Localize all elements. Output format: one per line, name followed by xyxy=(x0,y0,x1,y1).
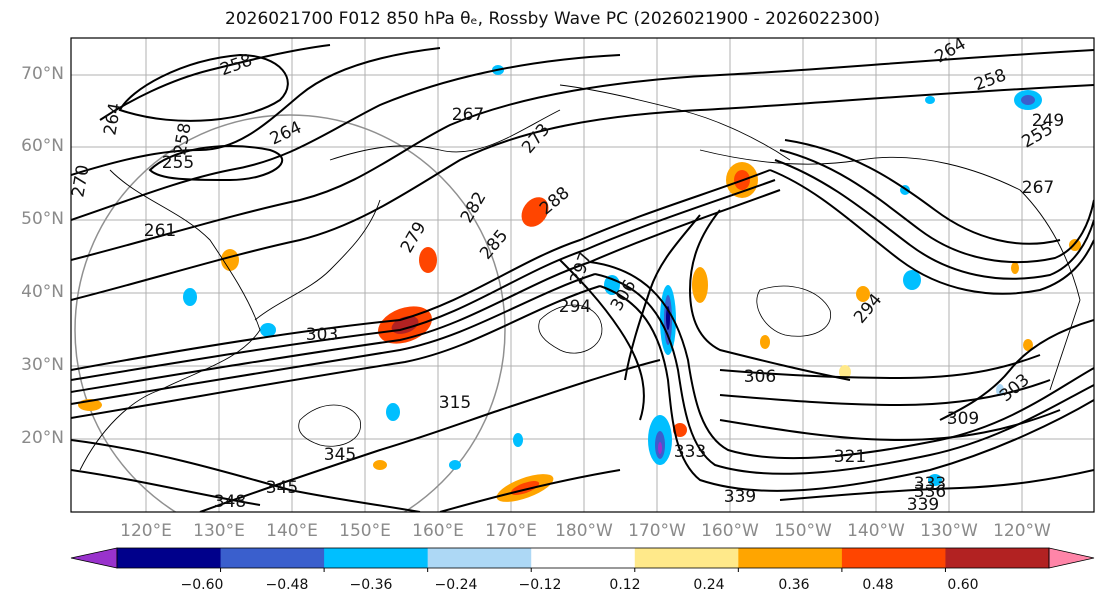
contour-label: 261 xyxy=(144,221,176,241)
theta-e-contours xyxy=(71,44,1094,512)
contour-label: 294 xyxy=(559,297,591,317)
contour-label: 315 xyxy=(439,393,471,413)
contour-label: 249 xyxy=(1032,111,1064,131)
lon-label: 130°E xyxy=(193,521,245,541)
lon-label: 120°E xyxy=(120,521,172,541)
contour-label: 336 xyxy=(914,482,946,502)
colorbar-border xyxy=(116,547,1050,569)
colorbar-tick: 0.48 xyxy=(862,577,894,593)
colorbar-swatch xyxy=(634,548,739,568)
lat-label: 60°N xyxy=(21,136,64,156)
contour-label: 333 xyxy=(914,474,946,494)
map-border xyxy=(70,37,1095,513)
colorbar-swatch xyxy=(220,548,325,568)
colorbar-tick: 0.60 xyxy=(947,577,979,593)
colorbar-swatch xyxy=(117,548,222,568)
lon-label: 170°W xyxy=(628,521,686,541)
lon-label: 130°W xyxy=(920,521,978,541)
contour-label: 321 xyxy=(834,447,866,467)
contour-label: 339 xyxy=(907,495,939,515)
contour-label: 267 xyxy=(452,105,484,125)
lat-label: 50°N xyxy=(21,209,64,229)
lon-label: 170°E xyxy=(485,521,537,541)
lon-label: 140°E xyxy=(266,521,318,541)
reference-circle xyxy=(74,114,506,512)
colorbar-swatch xyxy=(738,548,843,568)
contour-label: 345 xyxy=(266,478,298,498)
contour-label: 333 xyxy=(674,442,706,462)
colorbar-tick: 0.24 xyxy=(693,577,725,593)
map-title: 2026021700 F012 850 hPa θₑ, Rossby Wave … xyxy=(225,9,880,29)
pc-contour-outlines xyxy=(298,285,831,447)
colorbar-swatch xyxy=(531,548,636,568)
lon-label: 160°W xyxy=(701,521,759,541)
colorbar-swatch xyxy=(945,548,1050,568)
colorbar-swatch xyxy=(427,548,532,568)
colorbar-swatch xyxy=(841,548,946,568)
lat-label: 20°N xyxy=(21,428,64,448)
lon-label: 150°W xyxy=(774,521,832,541)
contour-label: 255 xyxy=(162,153,194,173)
colorbar-tick: 0.36 xyxy=(778,577,810,593)
lat-label: 70°N xyxy=(21,64,64,84)
colorbar-tick: −0.12 xyxy=(518,577,562,593)
colorbar xyxy=(70,547,1095,572)
contour-label: 267 xyxy=(1022,178,1054,198)
colorbar-tick: −0.36 xyxy=(349,577,393,593)
lat-label: 30°N xyxy=(21,355,64,375)
lon-label: 150°E xyxy=(339,521,391,541)
contour-label: 306 xyxy=(744,367,776,387)
colorbar-extend-low xyxy=(70,547,118,569)
lon-label: 160°E xyxy=(412,521,464,541)
colorbar-tick: −0.60 xyxy=(180,577,224,593)
contour-label: 309 xyxy=(947,409,979,429)
lon-label: 140°W xyxy=(847,521,905,541)
colorbar-extend-high xyxy=(1048,547,1095,569)
contour-label: 270 xyxy=(68,163,93,198)
colorbar-swatch xyxy=(324,548,429,568)
contour-label: 348 xyxy=(214,492,246,512)
lon-label: 180°W xyxy=(555,521,613,541)
contour-label: 303 xyxy=(306,325,338,345)
colorbar-tick: 0.12 xyxy=(609,577,641,593)
coastlines xyxy=(79,84,1081,471)
contour-label: 339 xyxy=(724,487,756,507)
contour-label: 345 xyxy=(324,445,356,465)
lon-label: 120°W xyxy=(993,521,1051,541)
colorbar-tick: −0.24 xyxy=(434,577,478,593)
colorbar-tick: −0.48 xyxy=(265,577,309,593)
lat-label: 40°N xyxy=(21,282,64,302)
